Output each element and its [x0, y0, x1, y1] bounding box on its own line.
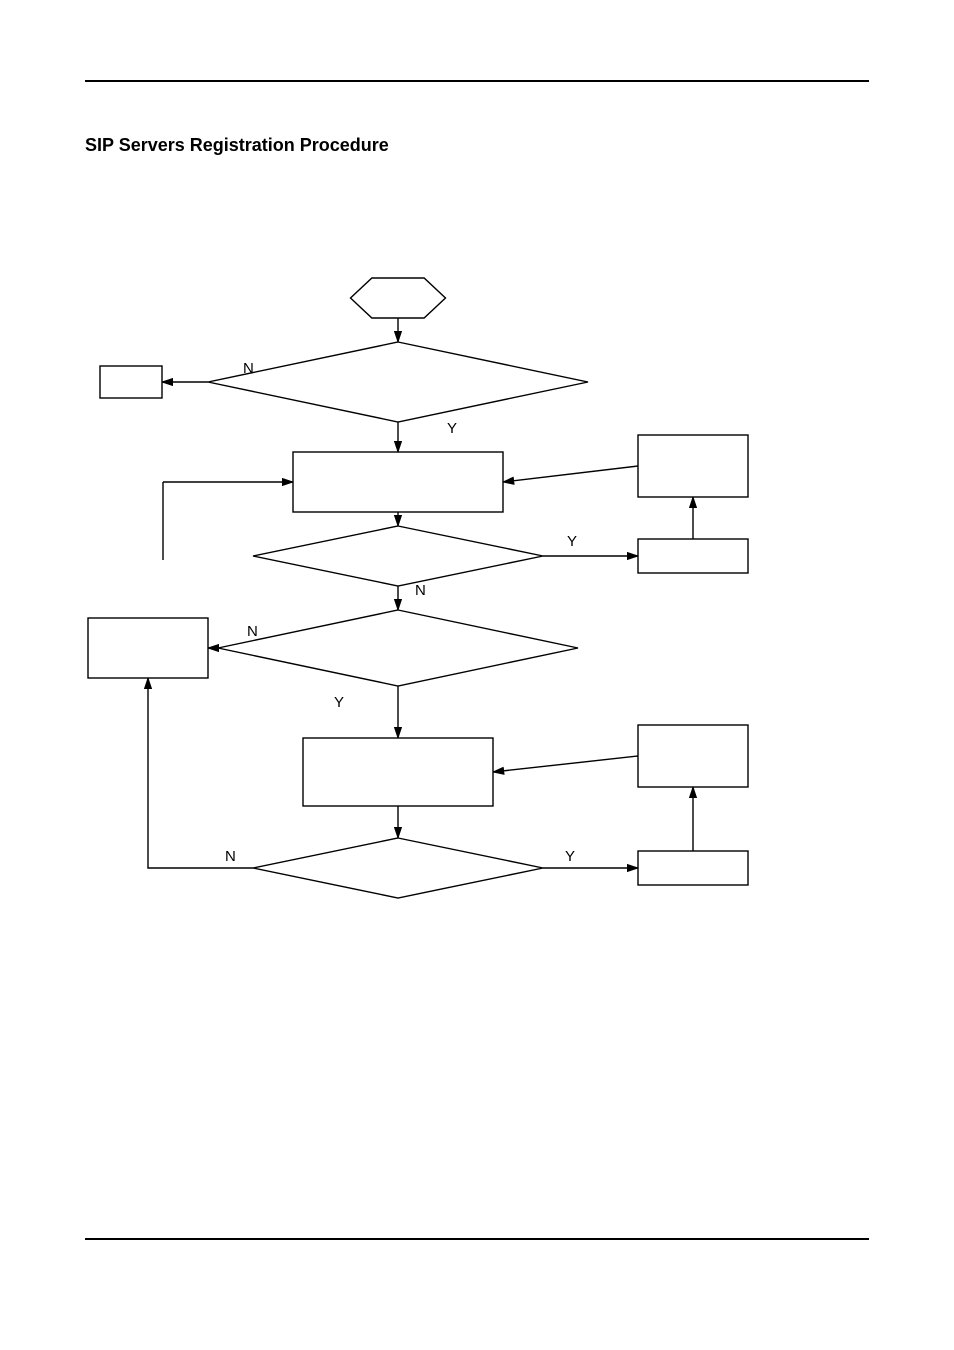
flow-node-d3: [218, 610, 578, 686]
flow-node-wait2: [638, 725, 748, 787]
flow-node-d1: [208, 342, 588, 422]
flow-node-end_left: [100, 366, 162, 398]
footer-rule: [85, 1238, 869, 1240]
flow-edge: [493, 756, 638, 772]
flow-edge: [148, 678, 253, 868]
flow-node-succ1: [638, 539, 748, 573]
flow-node-succ2: [638, 851, 748, 885]
flow-node-exit_left: [88, 618, 208, 678]
flow-edge-label: Y: [567, 533, 577, 550]
flow-edge-label: N: [247, 623, 258, 640]
flow-node-proc2: [303, 738, 493, 806]
flow-node-proc1: [293, 452, 503, 512]
flow-node-d4: [253, 838, 543, 898]
flow-edge-label: Y: [334, 694, 344, 711]
flowchart-canvas: [0, 0, 954, 1350]
flow-edge-label: Y: [447, 420, 457, 437]
flow-edge-label: N: [415, 582, 426, 599]
flow-edge-label: Y: [565, 848, 575, 865]
flow-edge-label: N: [243, 360, 254, 377]
flow-edge-label: N: [225, 848, 236, 865]
flow-node-wait1: [638, 435, 748, 497]
flow-node-start: [351, 278, 446, 318]
flow-node-d2: [253, 526, 543, 586]
flow-edge: [503, 466, 638, 482]
